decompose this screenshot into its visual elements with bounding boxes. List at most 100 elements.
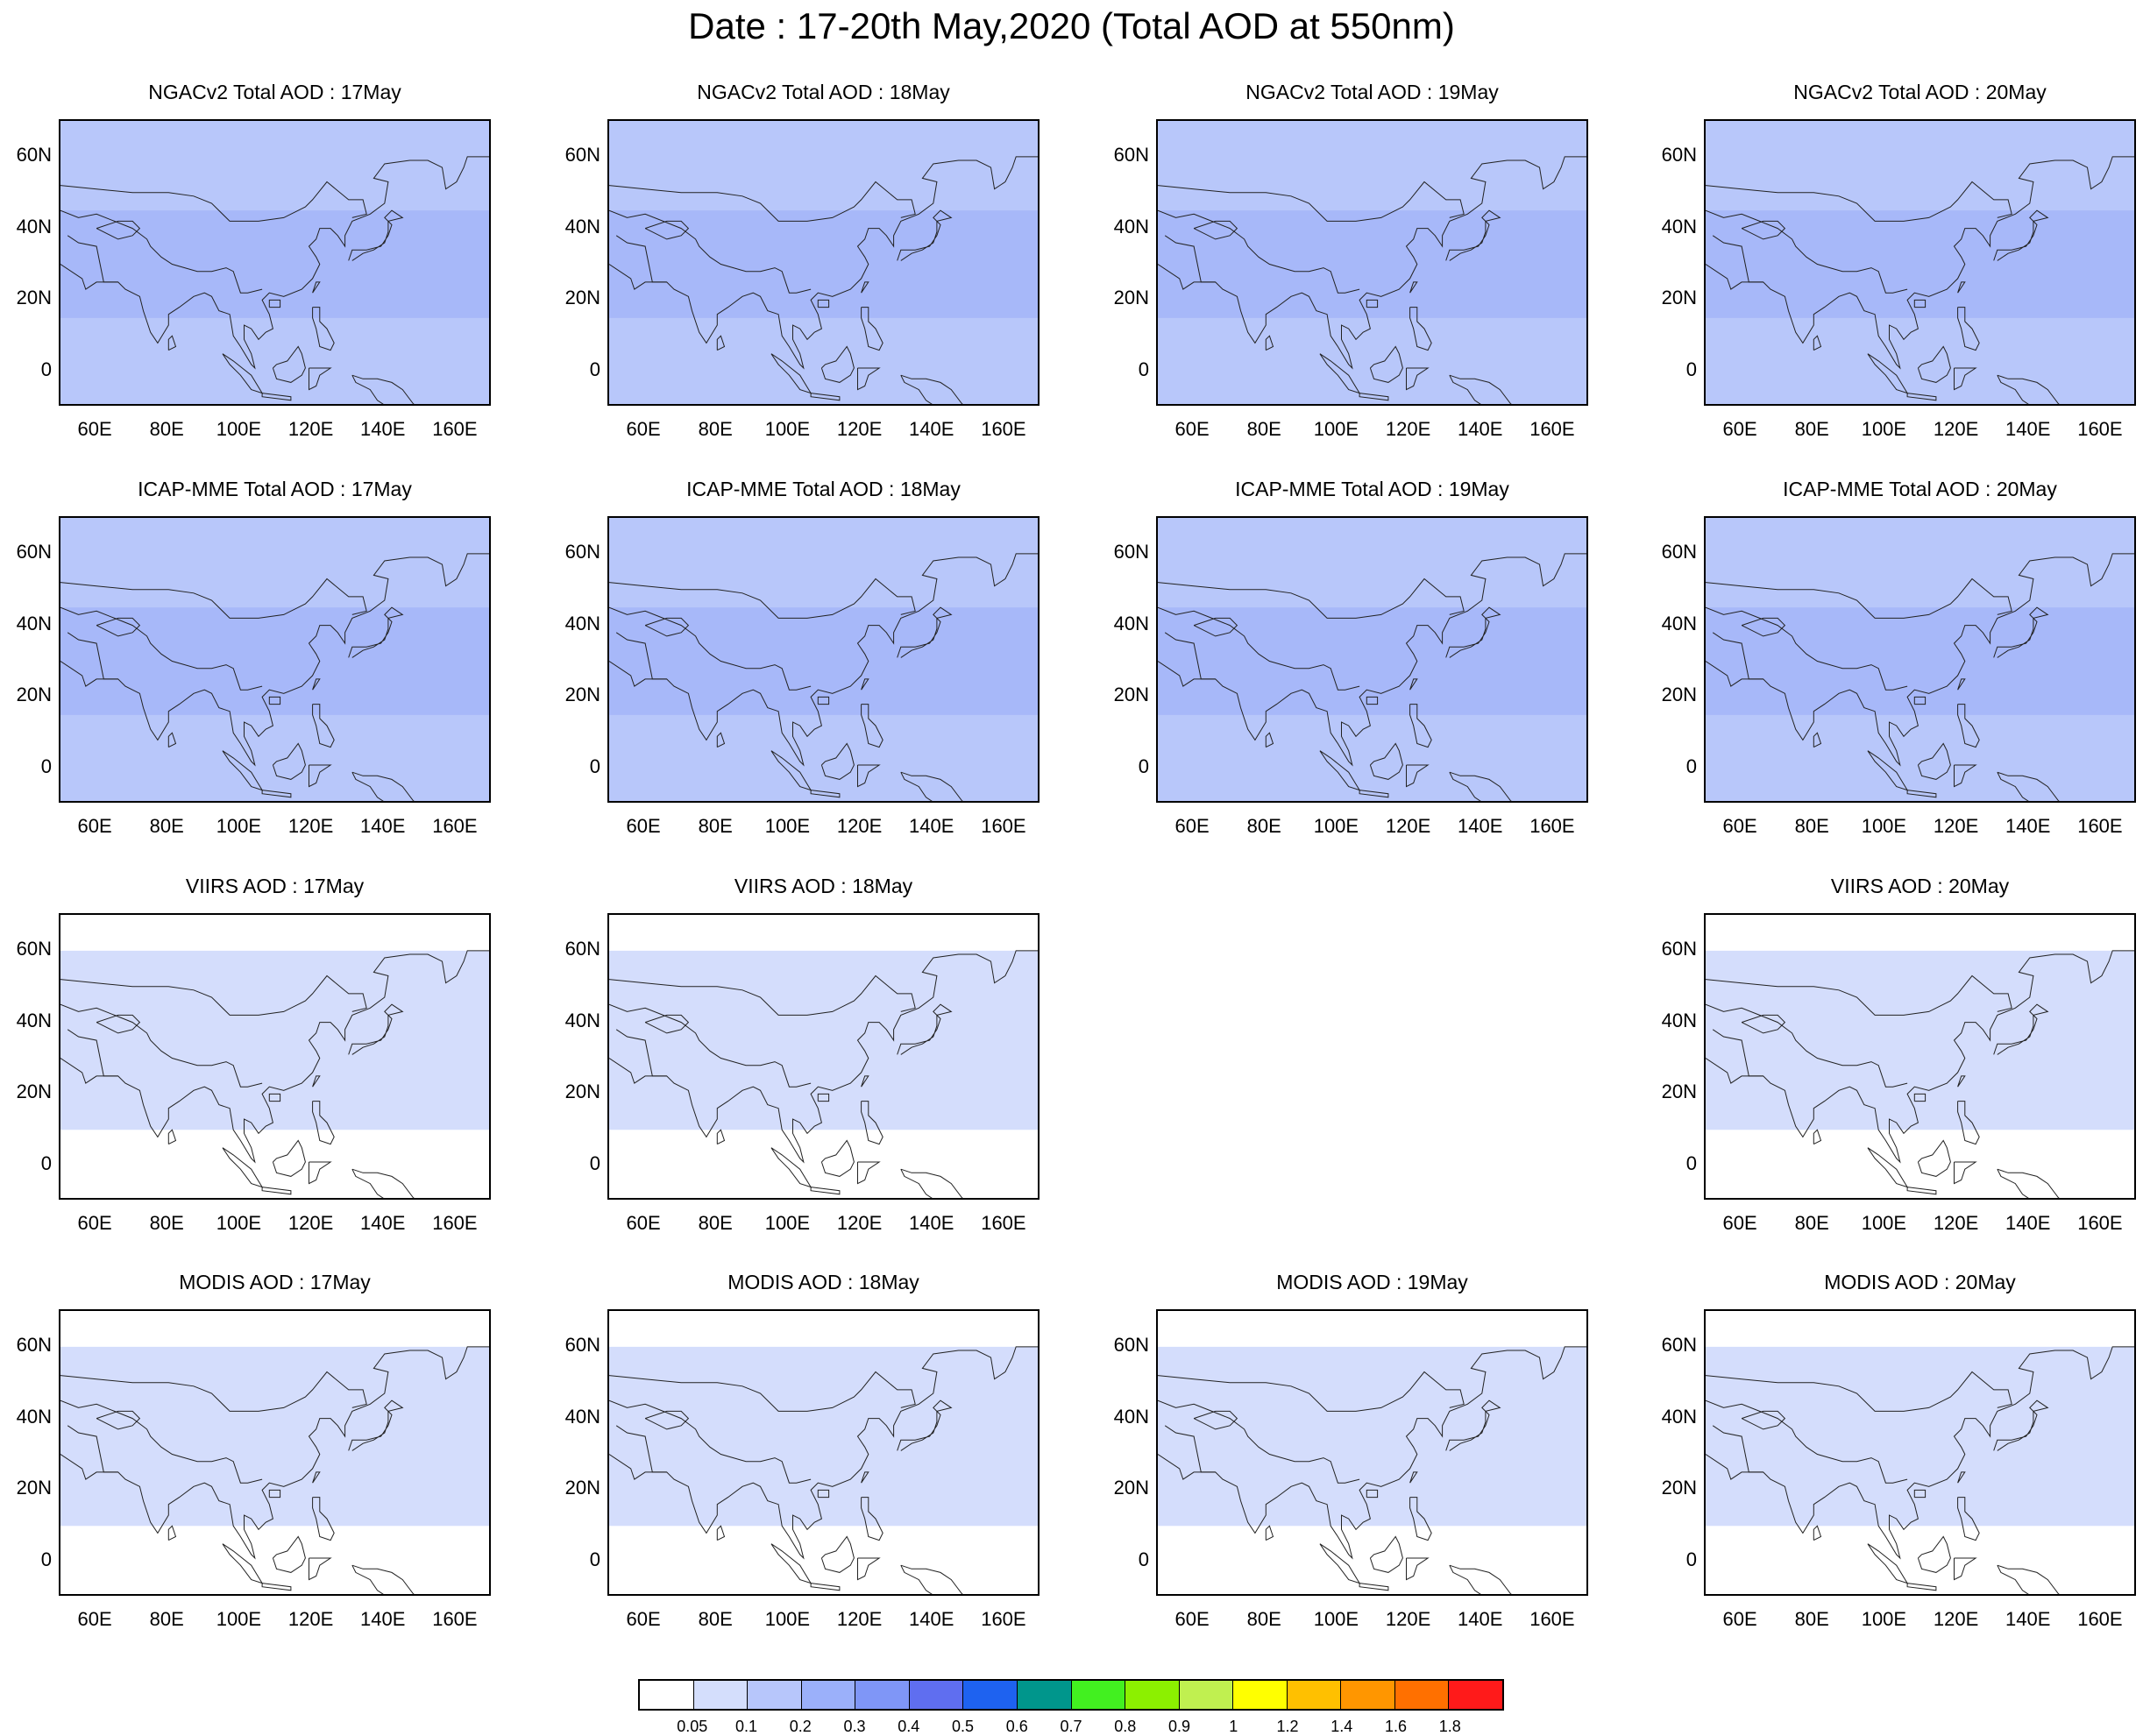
lon-tick-label: 120E: [1385, 418, 1431, 440]
aod-swath: [60, 950, 489, 1130]
lat-tick-label: 20N: [16, 1081, 52, 1103]
colorbar-label: 0.9: [1167, 1718, 1191, 1735]
lon-tick-label: 100E: [764, 1212, 811, 1234]
lat-tick-label: 0: [1685, 1548, 1697, 1571]
lon-tick-label: 140E: [360, 815, 406, 837]
lon-tick-label: 160E: [432, 1608, 478, 1630]
aod-band: [1706, 607, 2134, 715]
lat-tick-label: 0: [40, 755, 52, 778]
lat-tick-label: 0: [40, 358, 52, 381]
lat-tick-label: 60N: [564, 1333, 600, 1356]
lon-tick-label: 120E: [1933, 815, 1979, 837]
lon-tick-label: 80E: [1794, 1212, 1829, 1234]
aod-band: [1706, 210, 2134, 318]
lat-tick-label: 0: [589, 1152, 600, 1175]
lon-tick-label: 80E: [698, 815, 733, 837]
lat-tick-label: 20N: [1113, 287, 1149, 309]
lon-tick-label: 60E: [1722, 418, 1757, 440]
lon-tick-label: 160E: [1529, 418, 1575, 440]
coastline: [1158, 1346, 1586, 1594]
lon-tick-label: 160E: [432, 418, 478, 440]
lon-tick-label: 60E: [77, 1608, 112, 1630]
panel-title: VIIRS AOD : 17May: [185, 875, 365, 897]
lon-tick-label: 140E: [2005, 815, 2051, 837]
lat-tick-label: 60N: [564, 143, 600, 166]
lon-tick-label: 140E: [360, 1212, 406, 1234]
aod-map: [60, 518, 489, 801]
panel-title: VIIRS AOD : 18May: [734, 875, 913, 897]
colorbar-label: 0.1: [734, 1718, 758, 1735]
lon-tick-label: 160E: [2077, 815, 2123, 837]
lon-tick-label: 100E: [1313, 418, 1359, 440]
colorbar-label: 0.05: [677, 1718, 708, 1735]
lon-tick-label: 140E: [909, 418, 954, 440]
lat-tick-label: 20N: [16, 287, 52, 309]
map-panel: [1704, 516, 2136, 803]
lat-tick-label: 40N: [1661, 215, 1697, 237]
lon-tick-label: 100E: [1313, 815, 1359, 837]
lon-tick-label: 60E: [1722, 815, 1757, 837]
aod-map: [609, 1311, 1038, 1594]
panel-title: VIIRS AOD : 20May: [1830, 875, 2010, 897]
lon-tick-label: 100E: [216, 815, 262, 837]
lat-tick-label: 40N: [16, 215, 52, 237]
lon-tick-label: 100E: [764, 1608, 811, 1630]
colorbar-box: [1394, 1681, 1450, 1709]
colorbar-box: [693, 1681, 749, 1709]
map-panel: [1704, 913, 2136, 1200]
colorbar-label: 0.2: [789, 1718, 812, 1735]
lon-tick-label: 140E: [1458, 1608, 1503, 1630]
colorbar-label: 1.2: [1276, 1718, 1299, 1735]
colorbar-box: [963, 1681, 1018, 1709]
colorbar-label: 0.7: [1060, 1718, 1082, 1735]
lon-tick-label: 100E: [1313, 1608, 1359, 1630]
map-panel: [1156, 516, 1588, 803]
map-panel: [1156, 1309, 1588, 1596]
lat-tick-label: 20N: [564, 1081, 600, 1103]
lon-tick-label: 120E: [287, 1212, 334, 1234]
lat-tick-label: 0: [1138, 755, 1149, 778]
aod-map: [60, 915, 489, 1198]
colorbar-box: [1233, 1681, 1288, 1709]
lat-tick-label: 20N: [1661, 684, 1697, 706]
lat-tick-label: 20N: [564, 287, 600, 309]
lon-tick-label: 60E: [1174, 418, 1210, 440]
lat-tick-label: 0: [589, 1548, 600, 1571]
lon-tick-label: 140E: [360, 418, 406, 440]
lon-tick-label: 100E: [216, 1608, 262, 1630]
colorbar-box: [855, 1681, 910, 1709]
map-panel: [59, 516, 491, 803]
lat-tick-label: 40N: [1661, 1405, 1697, 1428]
lon-tick-label: 120E: [1385, 815, 1431, 837]
map-panel: [607, 1309, 1040, 1596]
map-panel: [1156, 119, 1588, 406]
lon-tick-label: 140E: [1458, 815, 1503, 837]
lon-tick-label: 160E: [432, 815, 478, 837]
lon-tick-label: 80E: [698, 1212, 733, 1234]
aod-swath: [1706, 950, 2134, 1130]
lon-tick-label: 120E: [287, 418, 334, 440]
lon-tick-label: 80E: [1246, 418, 1281, 440]
colorbar-box: [1017, 1681, 1072, 1709]
lon-tick-label: 60E: [77, 815, 112, 837]
lat-tick-label: 0: [40, 1548, 52, 1571]
aod-band: [609, 210, 1038, 318]
lat-tick-label: 0: [1685, 755, 1697, 778]
lat-tick-label: 60N: [1661, 143, 1697, 166]
lat-tick-label: 40N: [16, 1405, 52, 1428]
panel-title: MODIS AOD : 18May: [727, 1271, 919, 1293]
aod-map: [1158, 518, 1586, 801]
aod-swath: [60, 1346, 489, 1527]
lon-tick-label: 140E: [2005, 1608, 2051, 1630]
aod-swath: [609, 950, 1038, 1130]
aod-band: [60, 607, 489, 715]
lon-tick-label: 160E: [2077, 1212, 2123, 1234]
lon-tick-label: 80E: [698, 418, 733, 440]
map-panel: [1704, 1309, 2136, 1596]
coastline: [609, 553, 1038, 801]
lon-tick-label: 140E: [909, 1608, 954, 1630]
lat-tick-label: 60N: [16, 937, 52, 960]
lon-tick-label: 80E: [149, 418, 184, 440]
lon-tick-label: 80E: [1794, 418, 1829, 440]
lat-tick-label: 60N: [564, 540, 600, 563]
